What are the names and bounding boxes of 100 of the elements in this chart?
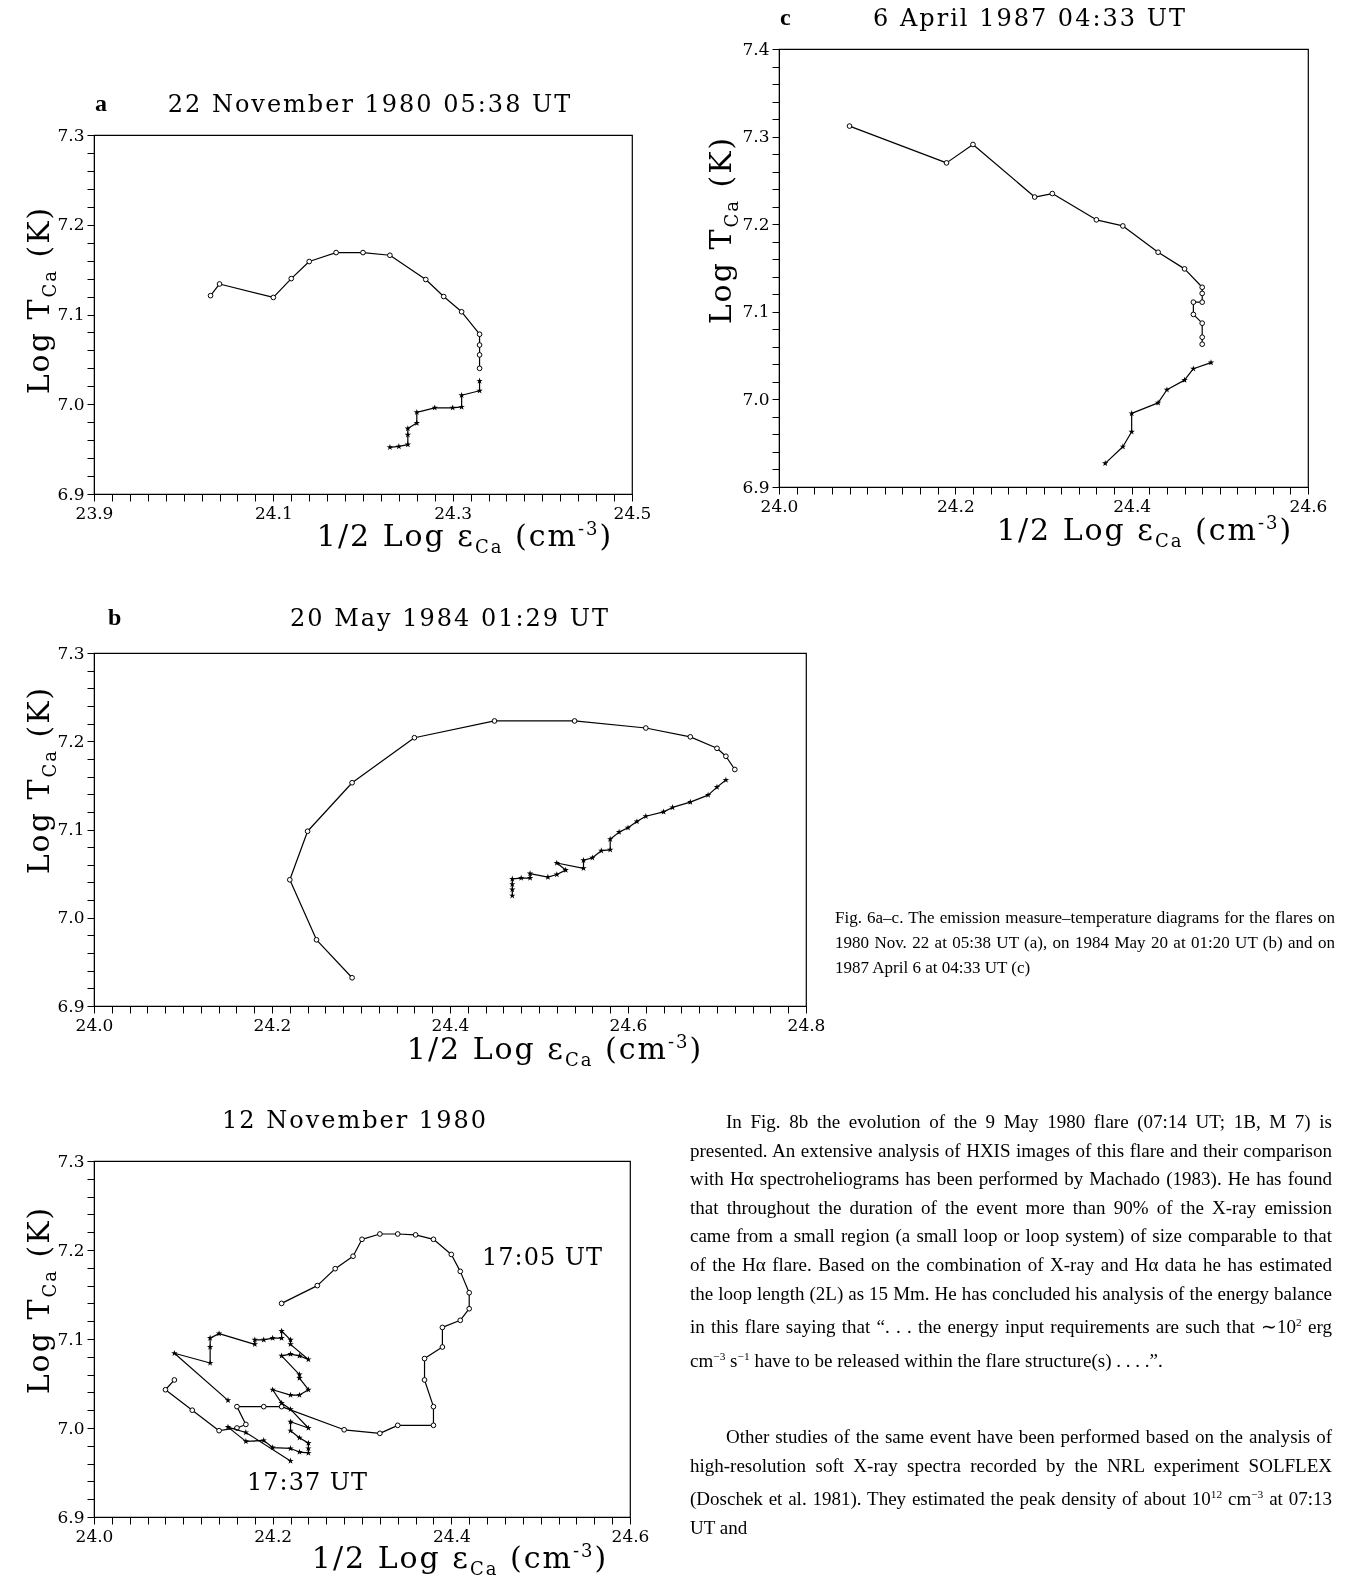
point [287, 1457, 294, 1464]
point [723, 753, 729, 760]
annotation: 17:05 UT [482, 1243, 604, 1271]
point [615, 828, 623, 835]
point [234, 1425, 240, 1431]
point [476, 365, 483, 372]
point [242, 1429, 250, 1436]
point [287, 1336, 294, 1343]
point [359, 1236, 365, 1243]
point [377, 1430, 383, 1437]
point [386, 443, 394, 451]
point [553, 859, 560, 866]
point [171, 1349, 178, 1356]
point [1199, 284, 1206, 291]
point [660, 808, 667, 815]
point [287, 1391, 294, 1398]
point [1119, 443, 1127, 450]
point [553, 871, 560, 878]
point [509, 875, 516, 882]
point [305, 1424, 312, 1431]
point [411, 734, 418, 741]
point [439, 1324, 446, 1331]
x-tick-label: 24.0 [75, 1525, 114, 1546]
point [260, 1437, 267, 1444]
point [509, 886, 516, 893]
text: Other studies of the same event have been performed based on the analysis of high-resolution soft X-ray spectra recorded by the NRL experiment SOLFLEX (Doschek et al. 1981). They estimated the peak density of about 10$^{12}$ cm$^{−3}$ at 07:13 UT and [690, 1426, 1332, 1539]
y-tick-label: 7.2 [57, 214, 85, 235]
point [704, 791, 712, 798]
point [412, 1232, 419, 1238]
point [518, 874, 525, 881]
point [714, 745, 720, 752]
y-tick-label: 7.0 [57, 393, 85, 414]
point [449, 404, 456, 411]
point [476, 352, 483, 358]
y-tick-label: 7.1 [57, 1328, 85, 1349]
point [305, 1356, 312, 1363]
point [633, 818, 641, 825]
point [562, 866, 569, 873]
annotation: 17:37 UT [247, 1468, 369, 1496]
point [171, 1377, 178, 1383]
point [287, 1350, 294, 1357]
point [457, 1317, 464, 1324]
point [421, 1355, 428, 1362]
point [509, 880, 516, 887]
point [377, 1231, 383, 1237]
point [278, 1352, 285, 1359]
point [439, 1344, 446, 1350]
point [607, 835, 614, 842]
point [394, 1422, 401, 1429]
point [313, 936, 320, 943]
point [278, 1403, 285, 1410]
point [286, 876, 293, 883]
point [580, 857, 587, 864]
point [943, 160, 950, 166]
point [305, 1439, 312, 1446]
point [476, 331, 483, 338]
x-tick-label: 24.5 [613, 502, 652, 523]
point [970, 141, 976, 148]
point [349, 779, 355, 786]
x-tick-label: 24.6 [611, 1525, 650, 1546]
point [242, 1438, 250, 1445]
point [458, 391, 465, 398]
point [457, 1268, 464, 1275]
point [1181, 266, 1188, 272]
point [713, 783, 721, 790]
point [1181, 376, 1188, 383]
point [846, 123, 853, 129]
x-tick-label: 24.4 [432, 1525, 471, 1546]
point [1155, 249, 1161, 256]
y-tick-label: 7.3 [57, 642, 85, 663]
point [333, 249, 339, 256]
point [360, 249, 366, 256]
point [1199, 334, 1206, 341]
y-tick-label: 7.1 [742, 301, 770, 322]
y-tick-label: 7.0 [57, 907, 85, 928]
point [387, 252, 393, 259]
y-tick-label: 6.9 [57, 1506, 85, 1527]
point [430, 1403, 437, 1410]
y-tick-label: 6.9 [742, 476, 770, 497]
point [296, 1448, 303, 1455]
point [431, 404, 438, 411]
point [341, 1426, 347, 1433]
point [287, 1418, 294, 1425]
point [642, 812, 649, 819]
x-tick-label: 24.8 [787, 1014, 826, 1035]
point [224, 1423, 232, 1430]
y-tick-label: 7.4 [742, 38, 770, 59]
point [349, 974, 355, 981]
point [288, 275, 295, 282]
point [1049, 190, 1056, 197]
point [234, 1403, 240, 1410]
point [395, 443, 403, 450]
point [216, 281, 223, 287]
point [1190, 299, 1197, 305]
point [162, 1386, 169, 1393]
y-tick-label: 7.0 [57, 1417, 85, 1438]
point [458, 308, 465, 315]
point [1199, 320, 1206, 327]
point [269, 1334, 276, 1341]
x-tick-label: 24.2 [254, 1525, 293, 1546]
